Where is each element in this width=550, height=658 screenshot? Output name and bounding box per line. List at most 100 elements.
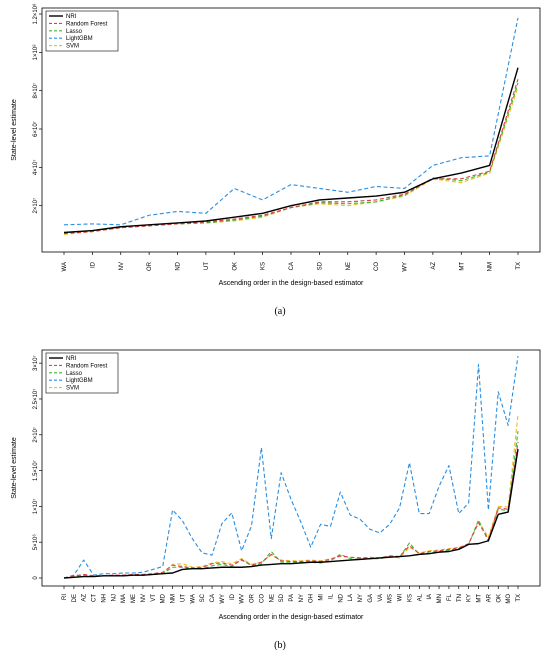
x-tick-label: NM xyxy=(171,594,177,603)
y-tick-label: 2×10⁷ xyxy=(32,427,39,443)
y-tick-label: 6×10⁷ xyxy=(32,121,39,137)
x-tick-label: TX xyxy=(516,594,522,602)
x-tick-label: LA xyxy=(348,594,354,601)
x-tick-label: MI xyxy=(319,594,325,601)
y-tick-label: 5×10⁶ xyxy=(32,534,39,551)
x-tick-label: NE xyxy=(269,594,275,602)
x-tick-label: ND xyxy=(338,593,344,602)
y-tick-label: 2×10⁷ xyxy=(32,198,39,214)
x-tick-label: NJ xyxy=(111,594,117,601)
legend-entry: LightGBM xyxy=(66,378,93,384)
x-tick-label: NE xyxy=(346,262,352,270)
x-tick-label: TN xyxy=(457,594,463,602)
x-tick-label: WI xyxy=(398,594,404,602)
x-tick-label: CO xyxy=(374,262,380,271)
x-tick-label: SD xyxy=(279,593,285,602)
panel-caption: (a) xyxy=(274,306,285,317)
series-line-lightgbm xyxy=(63,17,519,226)
x-tick-label: UT xyxy=(180,594,186,602)
legend-entry: Lasso xyxy=(66,371,83,377)
x-axis-title: Ascending order in the design-based esti… xyxy=(219,280,364,287)
x-axis-title: Ascending order in the design-based esti… xyxy=(219,614,364,621)
legend-entry: NRI xyxy=(66,356,77,362)
x-tick-label: SD xyxy=(317,261,323,270)
x-tick-label: KY xyxy=(467,594,473,602)
x-tick-label: SC xyxy=(200,593,206,602)
series-line-lightgbm xyxy=(63,355,519,579)
x-tick-label: OK xyxy=(232,262,238,271)
x-tick-label: NY xyxy=(299,594,305,602)
x-tick-label: IL xyxy=(328,593,334,599)
x-tick-label: ND xyxy=(176,261,182,270)
x-tick-label: WY xyxy=(403,262,409,272)
series-line-lasso xyxy=(63,82,519,235)
chart-panel-a: 2×10⁷ 4×10⁷ 6×10⁷ 8×10⁷ 1×10⁸ 1.2×10⁸ WA ID NV OR… xyxy=(11,3,541,317)
x-tick-label: WV xyxy=(240,594,246,604)
x-tick-label: WY xyxy=(220,594,226,604)
series-line-lasso xyxy=(63,431,519,579)
legend-entry: Random Forest xyxy=(66,21,108,27)
x-tick-label: FL xyxy=(447,593,453,601)
x-tick-label: TX xyxy=(516,262,522,270)
series-line-svm xyxy=(63,414,519,579)
x-tick-label: MN xyxy=(437,594,443,603)
x-tick-label: ME xyxy=(131,594,137,603)
x-tick-label: AL xyxy=(417,593,423,601)
x-tick-label: MA xyxy=(121,594,127,603)
legend-entry: SVM xyxy=(66,44,79,50)
series-line-nri xyxy=(63,67,519,234)
y-tick-label: 2.5×10⁷ xyxy=(32,389,39,410)
x-tick-label: NV xyxy=(141,594,147,602)
x-tick-label: MD xyxy=(161,593,167,603)
x-tick-label: VA xyxy=(378,594,384,602)
legend-entry: NRI xyxy=(66,14,77,20)
x-tick-label: OH xyxy=(309,594,315,603)
x-tick-label: AZ xyxy=(82,594,88,602)
x-tick-label: CO xyxy=(259,594,265,603)
x-tick-label: ID xyxy=(230,593,236,600)
x-tick-label: MS xyxy=(388,594,394,603)
x-tick-label: NH xyxy=(101,594,107,603)
x-tick-label: GA xyxy=(368,594,374,603)
x-tick-label: PA xyxy=(289,594,295,602)
x-tick-label: NY xyxy=(358,594,364,602)
y-axis-title: State-level estimate xyxy=(11,99,18,161)
x-tick-label: KS xyxy=(407,594,413,602)
x-tick-label: MT xyxy=(459,262,465,271)
x-tick-label: ID xyxy=(90,261,96,268)
legend-entry: SVM xyxy=(66,386,79,392)
x-tick-label: OR xyxy=(147,261,153,271)
series-line-random-forest xyxy=(63,79,519,235)
legend xyxy=(45,10,119,52)
x-tick-label: VT xyxy=(151,594,157,602)
x-tick-label: OK xyxy=(496,594,502,603)
y-tick-label: 3×10⁷ xyxy=(32,355,39,371)
y-tick-label: 1×10⁷ xyxy=(32,499,39,515)
legend-entry: Lasso xyxy=(66,29,83,35)
x-tick-label: CA xyxy=(210,594,216,602)
legend-entry: LightGBM xyxy=(66,36,93,42)
y-axis-title: State-level estimate xyxy=(11,437,18,499)
x-tick-label: OR xyxy=(250,593,256,603)
x-tick-label: IA xyxy=(427,594,433,600)
chart-panel-b: 0 5×10⁶ 1×10⁷ 1.5×10⁷ 2×10⁷ 2.5×10⁷ 3×10⁷ RI DE A… xyxy=(11,349,541,651)
y-tick-label: 1.2×10⁸ xyxy=(32,3,39,25)
x-tick-label: WA xyxy=(190,594,196,603)
x-tick-label: CT xyxy=(92,594,98,602)
y-tick-label: 1×10⁸ xyxy=(32,44,39,61)
x-tick-label: WA xyxy=(62,262,68,271)
series-line-nri xyxy=(63,448,519,579)
legend-entry: Random Forest xyxy=(66,363,108,369)
x-tick-label: MO xyxy=(506,594,512,604)
x-tick-label: DE xyxy=(72,594,78,602)
x-tick-label: KS xyxy=(261,262,267,270)
x-tick-label: MT xyxy=(477,594,483,603)
y-tick-label: 8×10⁷ xyxy=(32,83,39,99)
y-tick-label: 0 xyxy=(33,576,39,580)
x-tick-label: NV xyxy=(119,262,125,270)
x-tick-label: RI xyxy=(62,594,68,600)
x-tick-label: UT xyxy=(204,262,210,270)
legend xyxy=(45,352,119,394)
y-tick-label: 4×10⁷ xyxy=(32,159,39,175)
